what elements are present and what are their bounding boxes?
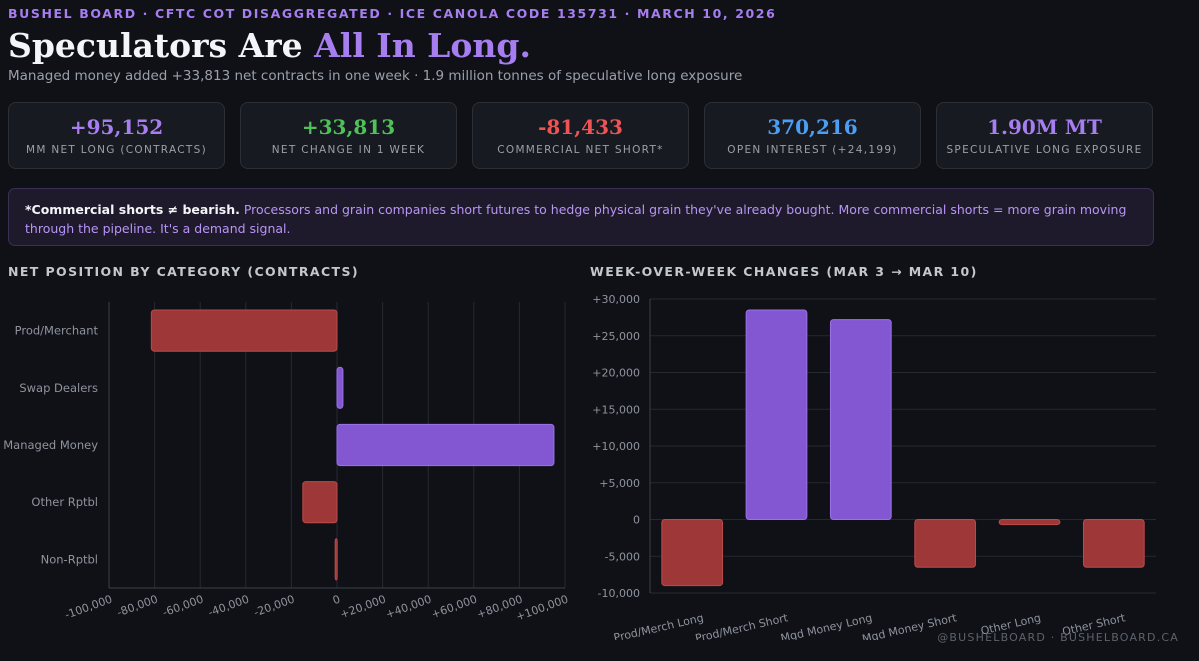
x-tick-label: -80,000 bbox=[115, 593, 159, 620]
bar bbox=[914, 519, 977, 568]
bar bbox=[745, 309, 808, 521]
y-tick-label: +5,000 bbox=[599, 477, 640, 490]
x-tick-label: -100,000 bbox=[63, 593, 114, 622]
category-label: Prod/Merchant bbox=[15, 324, 99, 338]
y-tick-label: +30,000 bbox=[592, 293, 640, 306]
headline-accent: All In Long. bbox=[314, 26, 531, 65]
subhead: Managed money added +33,813 net contract… bbox=[8, 68, 743, 84]
stat-label: SPECULATIVE LONG EXPOSURE bbox=[946, 144, 1143, 156]
bar bbox=[998, 519, 1061, 526]
category-label: Prod/Merch Long bbox=[612, 611, 704, 640]
bar bbox=[661, 519, 724, 587]
x-tick-label: +100,000 bbox=[514, 593, 570, 624]
footer-credit: @BUSHELBOARD · BUSHELBOARD.CA bbox=[937, 631, 1179, 644]
stat-card-commercial-net-short: -81,433 COMMERCIAL NET SHORT* bbox=[472, 102, 689, 169]
bar bbox=[150, 309, 338, 352]
page-title: Speculators Are All In Long. bbox=[8, 26, 531, 65]
y-tick-label: -5,000 bbox=[605, 550, 640, 563]
category-label: Non-Rptbl bbox=[41, 552, 98, 566]
stat-value: +33,813 bbox=[301, 115, 396, 139]
net-position-chart: -100,000 -80,000 -60,000 -40,000 -20,000 0+20… bbox=[3, 302, 570, 624]
stat-value: 370,216 bbox=[767, 115, 858, 139]
stat-label: NET CHANGE IN 1 WEEK bbox=[271, 144, 426, 156]
category-label: Prod/Merch Short bbox=[694, 611, 790, 640]
category-label: Other Rptbl bbox=[31, 495, 98, 509]
note-strong: *Commercial shorts ≠ bearish. bbox=[25, 202, 240, 217]
wow-changes-chart: -10,000 -5,000 0 +5,000 +10,000 +15,000 +20,00… bbox=[592, 293, 1156, 640]
stat-value: 1.90M MT bbox=[987, 115, 1102, 139]
category-label: Swap Dealers bbox=[19, 381, 98, 395]
stat-value: +95,152 bbox=[69, 115, 164, 139]
stat-card-net-change: +33,813 NET CHANGE IN 1 WEEK bbox=[240, 102, 457, 169]
y-tick-label: -10,000 bbox=[598, 587, 640, 600]
y-tick-label: 0 bbox=[633, 514, 640, 527]
headline-main: Speculators Are bbox=[8, 26, 315, 65]
stat-label: MM NET LONG (CONTRACTS) bbox=[25, 144, 207, 156]
bar bbox=[336, 366, 344, 409]
bar bbox=[334, 538, 338, 581]
x-tick-label: +40,000 bbox=[384, 593, 433, 622]
stat-card-mm-net-long: +95,152 MM NET LONG (CONTRACTS) bbox=[8, 102, 225, 169]
y-tick-label: +15,000 bbox=[592, 403, 640, 416]
stat-card-open-interest: 370,216 OPEN INTEREST (+24,199) bbox=[704, 102, 921, 169]
note-text: Processors and grain companies short fut… bbox=[25, 202, 1127, 236]
x-tick-label: 0 bbox=[331, 593, 342, 608]
wow-chart-title: WEEK-OVER-WEEK CHANGES (MAR 3 → MAR 10) bbox=[590, 264, 978, 279]
bar bbox=[302, 481, 338, 524]
stat-label: OPEN INTEREST (+24,199) bbox=[727, 144, 898, 156]
eyebrow: BUSHEL BOARD · CFTC COT DISAGGREGATED · … bbox=[8, 6, 777, 21]
x-tick-label: -20,000 bbox=[252, 593, 296, 620]
x-tick-label: -60,000 bbox=[161, 593, 205, 620]
commercial-shorts-note: *Commercial shorts ≠ bearish. Processors… bbox=[8, 188, 1154, 246]
x-tick-label: +60,000 bbox=[430, 593, 479, 622]
stat-card-speculative-exposure: 1.90M MT SPECULATIVE LONG EXPOSURE bbox=[936, 102, 1153, 169]
stat-label: COMMERCIAL NET SHORT* bbox=[497, 144, 664, 156]
bar bbox=[1082, 519, 1145, 568]
x-tick-label: +20,000 bbox=[338, 593, 387, 622]
bar bbox=[829, 319, 892, 520]
y-tick-label: +25,000 bbox=[592, 330, 640, 343]
y-tick-label: +10,000 bbox=[592, 440, 640, 453]
y-tick-label: +20,000 bbox=[592, 367, 640, 380]
stat-value: -81,433 bbox=[538, 115, 623, 139]
category-label: Mgd Money Long bbox=[779, 611, 873, 640]
bar bbox=[336, 423, 555, 467]
category-label: Managed Money bbox=[3, 438, 98, 452]
net-position-chart-title: NET POSITION BY CATEGORY (CONTRACTS) bbox=[8, 264, 359, 279]
x-tick-label: -40,000 bbox=[206, 593, 250, 620]
